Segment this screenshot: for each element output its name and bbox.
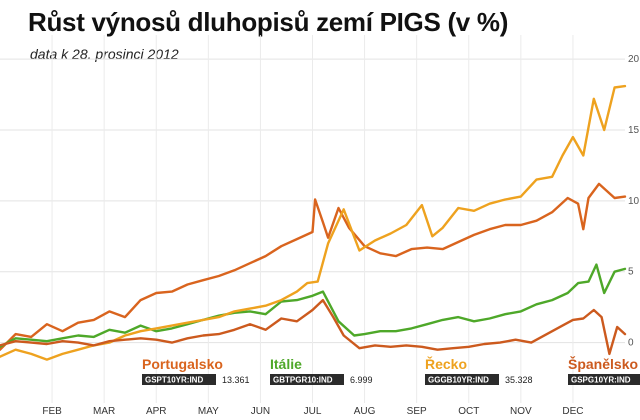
y-tick-label: 0	[628, 338, 634, 349]
y-axis-ticks: 0 5 10 15 20	[628, 54, 640, 348]
y-tick-label: 15	[628, 125, 640, 136]
legend: Portugalsko GSPT10YR:IND 13.361 Itálie GBTPG…	[142, 355, 640, 385]
gridlines	[0, 35, 625, 403]
x-axis-ticks: FEB MAR APR MAY JUN JUL AUG SEP OCT NOV DEC	[42, 406, 583, 417]
chart-title: Růst výnosů dluhopisů zemí PIGS (v %)	[28, 7, 509, 37]
x-tick-label: OCT	[458, 406, 479, 417]
x-tick-label: SEP	[407, 406, 427, 417]
x-tick-label: JUN	[251, 406, 270, 417]
x-tick-label: MAR	[93, 406, 115, 417]
series-line-3	[0, 298, 627, 356]
legend-name: Španělsko	[568, 355, 638, 372]
legend-code: GSPG10YR:IND	[571, 376, 631, 385]
legend-value: 6.999	[350, 375, 373, 385]
x-tick-label: DEC	[562, 406, 583, 417]
series-line-0	[0, 182, 627, 351]
x-tick-label: AUG	[354, 406, 376, 417]
series-line-1	[0, 263, 627, 348]
y-tick-label: 10	[628, 196, 640, 207]
y-tick-label: 20	[628, 54, 640, 65]
legend-code: GBTPGR10:IND	[273, 376, 333, 385]
series-lines	[0, 84, 627, 361]
x-tick-label: MAY	[198, 406, 219, 417]
legend-code-box	[270, 374, 344, 385]
legend-value: 13.361	[222, 375, 250, 385]
legend-name: Řecko	[425, 355, 467, 372]
x-tick-label: JUL	[304, 406, 322, 417]
legend-code: GSPT10YR:IND	[145, 376, 203, 385]
legend-value: 35.328	[505, 375, 533, 385]
legend-name: Itálie	[270, 356, 302, 372]
x-tick-label: FEB	[42, 406, 62, 417]
legend-name: Portugalsko	[142, 356, 223, 372]
legend-code-box	[425, 374, 499, 385]
x-tick-label: APR	[146, 406, 167, 417]
legend-code-box	[142, 374, 216, 385]
legend-code-box	[568, 374, 640, 385]
legend-code: GGGB10YR:IND	[428, 376, 489, 385]
y-tick-label: 5	[628, 267, 634, 278]
x-tick-label: NOV	[510, 406, 532, 417]
